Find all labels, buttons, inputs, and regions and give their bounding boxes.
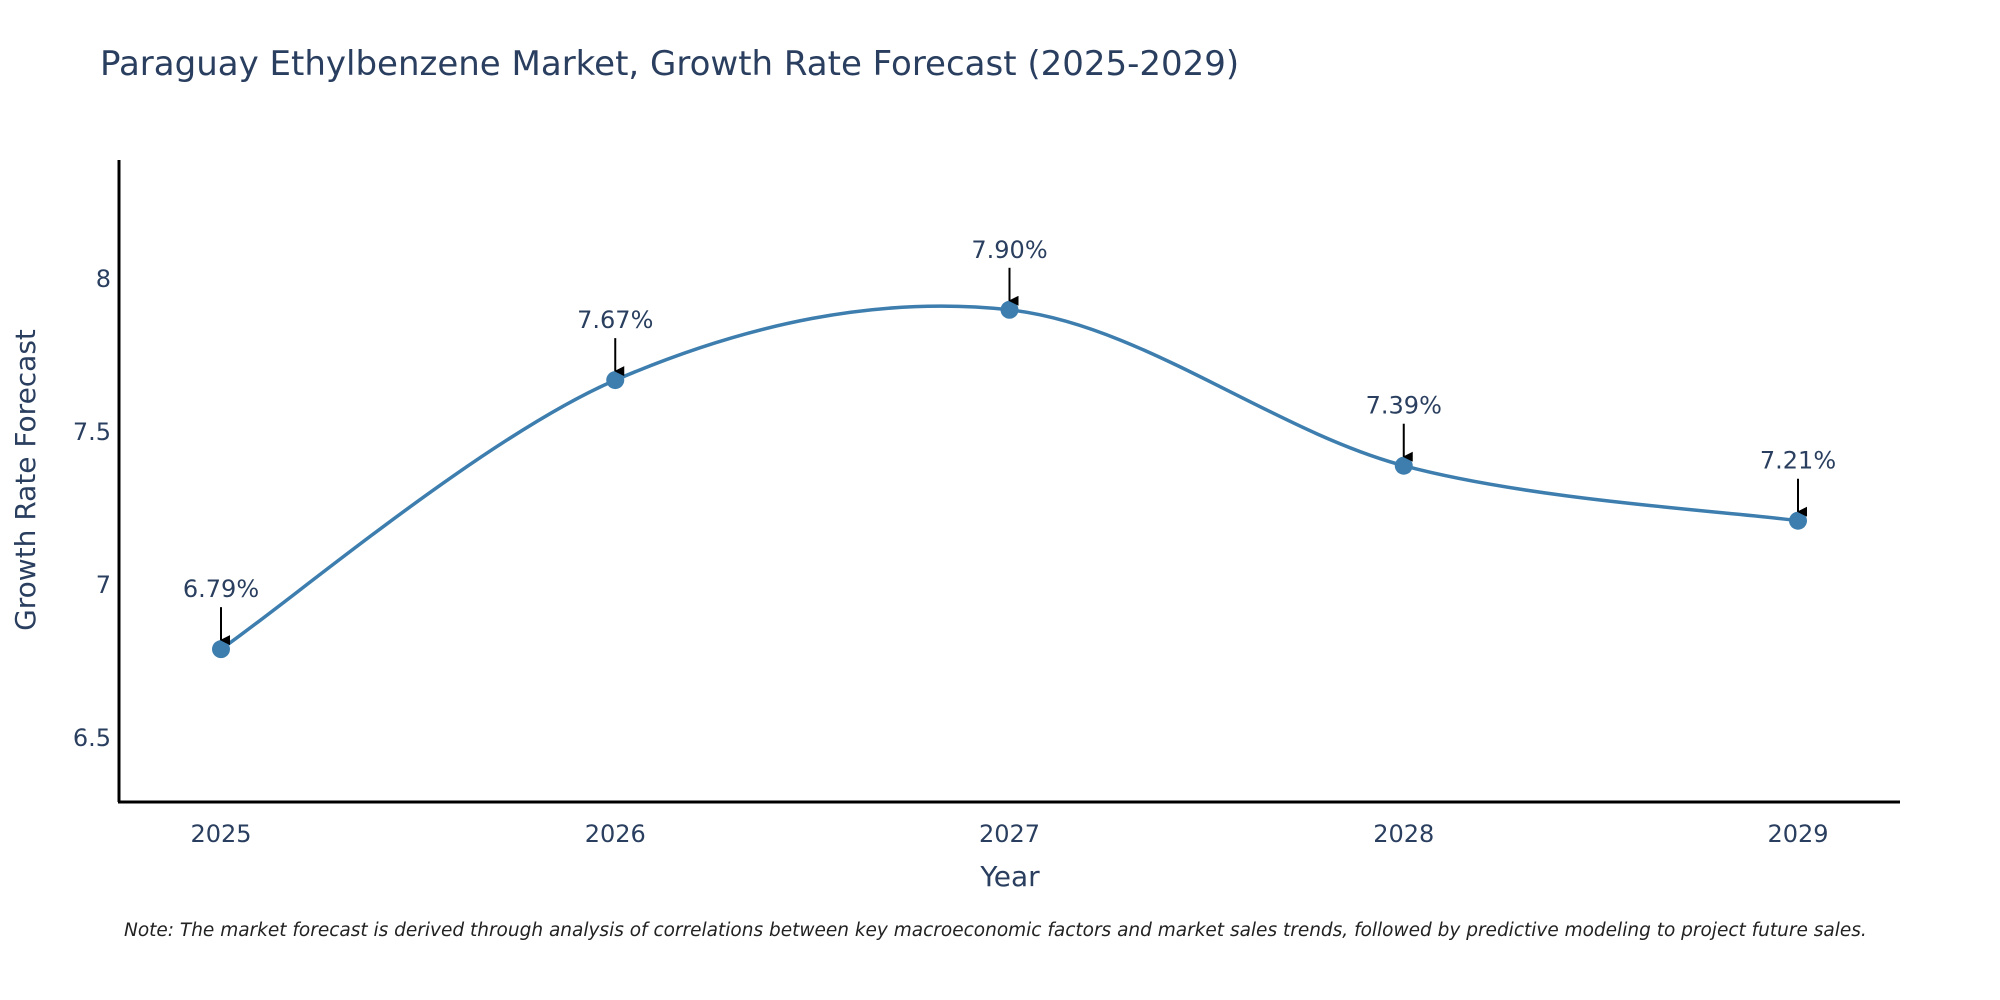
x-tick-label: 2028 bbox=[1373, 820, 1434, 848]
y-tick-label: 7 bbox=[96, 571, 111, 599]
y-axis-ticks: 6.5 7 7.5 8 bbox=[73, 265, 111, 752]
data-annotations: 6.79% 7.67% 7.90% 7.39% 7.21% bbox=[183, 236, 1836, 646]
data-label-2029: 7.21% bbox=[1760, 447, 1836, 475]
x-tick-label: 2025 bbox=[190, 820, 251, 848]
y-axis-title: Growth Rate Forecast bbox=[9, 329, 42, 631]
data-label-2025: 6.79% bbox=[183, 575, 259, 603]
data-label-2026: 7.67% bbox=[577, 306, 653, 334]
series-line bbox=[220, 304, 1799, 651]
y-tick-label: 6.5 bbox=[73, 724, 111, 752]
x-tick-label: 2026 bbox=[585, 820, 646, 848]
y-tick-label: 8 bbox=[96, 265, 111, 293]
data-point-2027 bbox=[1000, 300, 1019, 319]
data-point-2025 bbox=[212, 640, 230, 659]
x-tick-label: 2029 bbox=[1767, 820, 1828, 848]
data-point-2028 bbox=[1394, 456, 1413, 475]
data-point-2029 bbox=[1789, 511, 1807, 530]
chart-note: Note: The market forecast is derived thr… bbox=[124, 920, 1867, 941]
data-point-2026 bbox=[606, 371, 625, 390]
x-axis-ticks: 2025 2026 2027 2028 2029 bbox=[190, 820, 1828, 848]
x-tick-label: 2027 bbox=[979, 820, 1040, 848]
data-label-2027: 7.90% bbox=[971, 236, 1047, 264]
data-label-2028: 7.39% bbox=[1366, 392, 1442, 420]
chart-title: Paraguay Ethylbenzene Market, Growth Rat… bbox=[100, 44, 1240, 84]
x-axis-title: Year bbox=[979, 860, 1040, 893]
y-tick-label: 7.5 bbox=[73, 418, 111, 446]
